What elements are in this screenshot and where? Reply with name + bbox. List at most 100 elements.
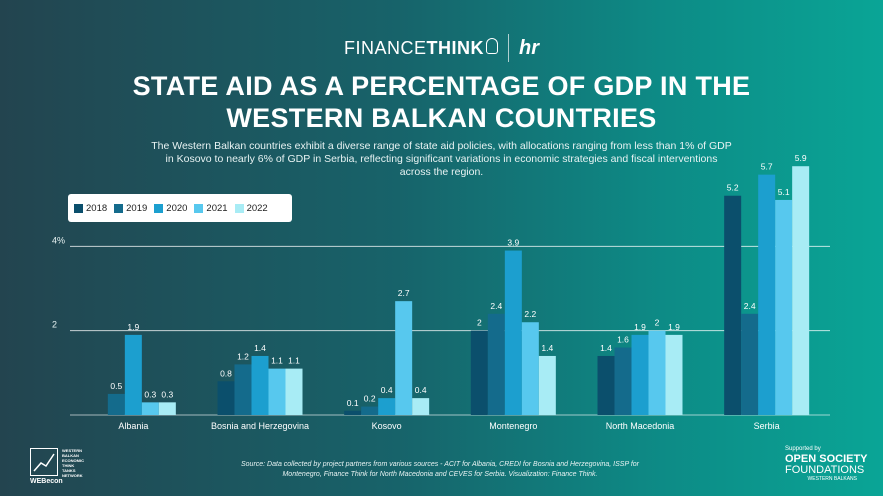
webecon-logo: WESTERN BALKAN ECONOMIC THINK TANKS NETWORK (30, 448, 90, 478)
bar-3-2019 (487, 313, 505, 415)
data-label-1-2018: 0.8 (220, 368, 232, 378)
chart-legend: 2018 2019 2020 2021 2022 (68, 194, 292, 222)
legend-swatch-2018 (74, 203, 83, 213)
legend-item-2018: 2018 (74, 203, 107, 214)
osf-line-1: OPEN SOCIETY (785, 453, 868, 465)
bar-1-2018 (217, 381, 235, 415)
bar-2-2022 (412, 398, 430, 415)
category-label-3: Montenegro (489, 421, 537, 431)
bar-2-2021 (395, 301, 413, 415)
data-label-1-2021: 1.1 (271, 356, 283, 366)
osf-line-2: FOUNDATIONS (785, 464, 865, 476)
bar-3-2018 (470, 330, 488, 415)
partner-logo: hr (519, 36, 539, 59)
data-label-5-2022: 5.9 (795, 153, 807, 163)
bar-5-2019 (741, 313, 759, 415)
legend-label-2018: 2018 (86, 202, 108, 214)
data-label-3-2018: 2 (477, 318, 482, 328)
bar-1-2022 (285, 368, 303, 415)
bar-1-2020 (251, 355, 269, 415)
data-label-0-2020: 1.9 (127, 322, 139, 332)
data-label-5-2018: 5.2 (727, 183, 739, 193)
bar-0-2019 (107, 393, 125, 415)
data-label-0-2022: 0.3 (161, 389, 173, 399)
legend-item-2020: 2020 (154, 203, 187, 214)
bar-3-2020 (504, 250, 522, 415)
bar-4-2021 (648, 330, 666, 415)
category-label-4: North Macedonia (606, 421, 675, 431)
legend-label-2020: 2020 (166, 202, 188, 214)
webecon-line-5: NETWORK (62, 473, 83, 478)
bar-1-2019 (234, 364, 252, 415)
bar-4-2020 (631, 334, 649, 415)
legend-label-2021: 2021 (206, 202, 228, 214)
data-label-5-2020: 5.7 (761, 162, 773, 172)
bar-4-2019 (614, 347, 632, 415)
webecon-line-4: TANKS (62, 468, 76, 473)
osf-supported-by: Supported by (785, 446, 821, 452)
page-subtitle: The Western Balkan countries exhibit a d… (151, 140, 732, 178)
bar-4-2018 (597, 355, 615, 415)
category-label-5: Serbia (754, 421, 780, 431)
data-label-5-2021: 5.1 (778, 187, 790, 197)
bar-3-2022 (538, 355, 556, 415)
bar-2-2020 (378, 398, 396, 415)
bar-5-2021 (775, 199, 793, 415)
data-label-2-2022: 0.4 (415, 385, 427, 395)
bar-1-2021 (268, 368, 286, 415)
bar-3-2021 (521, 322, 539, 415)
legend-label-2022: 2022 (246, 202, 268, 214)
data-label-4-2021: 2 (655, 318, 660, 328)
title-line-1: STATE AID AS A PERCENTAGE OF GDP IN THE (132, 71, 751, 101)
legend-item-2022: 2022 (234, 202, 268, 214)
data-label-4-2018: 1.4 (600, 343, 612, 353)
data-label-1-2020: 1.4 (254, 343, 266, 353)
bar-0-2022 (158, 402, 176, 415)
webecon-line-0: WESTERN (62, 448, 82, 453)
webecon-line-3: THINK (62, 463, 75, 468)
osf-line-3: WESTERN BALKANS (807, 476, 857, 482)
legend-item-2021: 2021 (194, 202, 228, 214)
category-label-1: Bosnia and Herzegovina (211, 421, 309, 431)
bar-5-2020 (758, 174, 776, 415)
data-label-2-2018: 0.1 (347, 398, 359, 408)
webecon-line-2: ECONOMIC (62, 458, 84, 463)
data-label-2-2020: 0.4 (381, 385, 393, 395)
data-label-4-2022: 1.9 (668, 322, 680, 332)
data-label-2-2021: 2.7 (398, 288, 410, 298)
category-label-0: Albania (118, 421, 148, 431)
data-label-1-2019: 1.2 (237, 351, 249, 361)
data-label-3-2022: 1.4 (541, 343, 553, 353)
webecon-text: WESTERN BALKAN ECONOMIC THINK TANKS NETWORK (62, 448, 90, 478)
financethink-logo-light: FINANCE (343, 37, 427, 58)
legend-label-2019: 2019 (126, 202, 148, 214)
webecon-chart-icon (30, 448, 58, 476)
legend-swatch-2020 (154, 203, 164, 213)
financethink-logo: FINANCE THINK (343, 37, 498, 59)
page-title: STATE AID AS A PERCENTAGE OF GDP IN THE … (0, 70, 883, 134)
data-label-1-2022: 1.1 (288, 356, 300, 366)
data-label-3-2020: 3.9 (507, 238, 519, 248)
legend-swatch-2022 (234, 203, 244, 213)
data-label-3-2019: 2.4 (490, 301, 502, 311)
webecon-label: WEBecon (30, 478, 63, 485)
legend-item-2019: 2019 (114, 203, 147, 214)
bar-5-2018 (724, 195, 742, 415)
data-label-3-2021: 2.2 (524, 309, 536, 319)
source-note: Source: Data collected by project partne… (240, 461, 639, 478)
data-label-5-2019: 2.4 (744, 301, 756, 311)
header-logos: FINANCE THINK hr (0, 30, 883, 66)
data-label-4-2019: 1.6 (617, 335, 629, 345)
bar-4-2022 (665, 334, 683, 415)
data-label-0-2021: 0.3 (144, 389, 156, 399)
data-label-0-2019: 0.5 (110, 381, 122, 391)
data-label-4-2020: 1.9 (634, 322, 646, 332)
osf-logo: Supported by OPEN SOCIETY FOUNDATIONS WE… (785, 446, 875, 482)
bar-0-2020 (124, 334, 142, 415)
y-tick-label-4: 4% (52, 235, 65, 245)
bar-2-2019 (361, 406, 379, 415)
bar-0-2021 (141, 402, 159, 415)
logo-divider (508, 34, 509, 62)
title-line-2: WESTERN BALKAN COUNTRIES (226, 103, 657, 133)
